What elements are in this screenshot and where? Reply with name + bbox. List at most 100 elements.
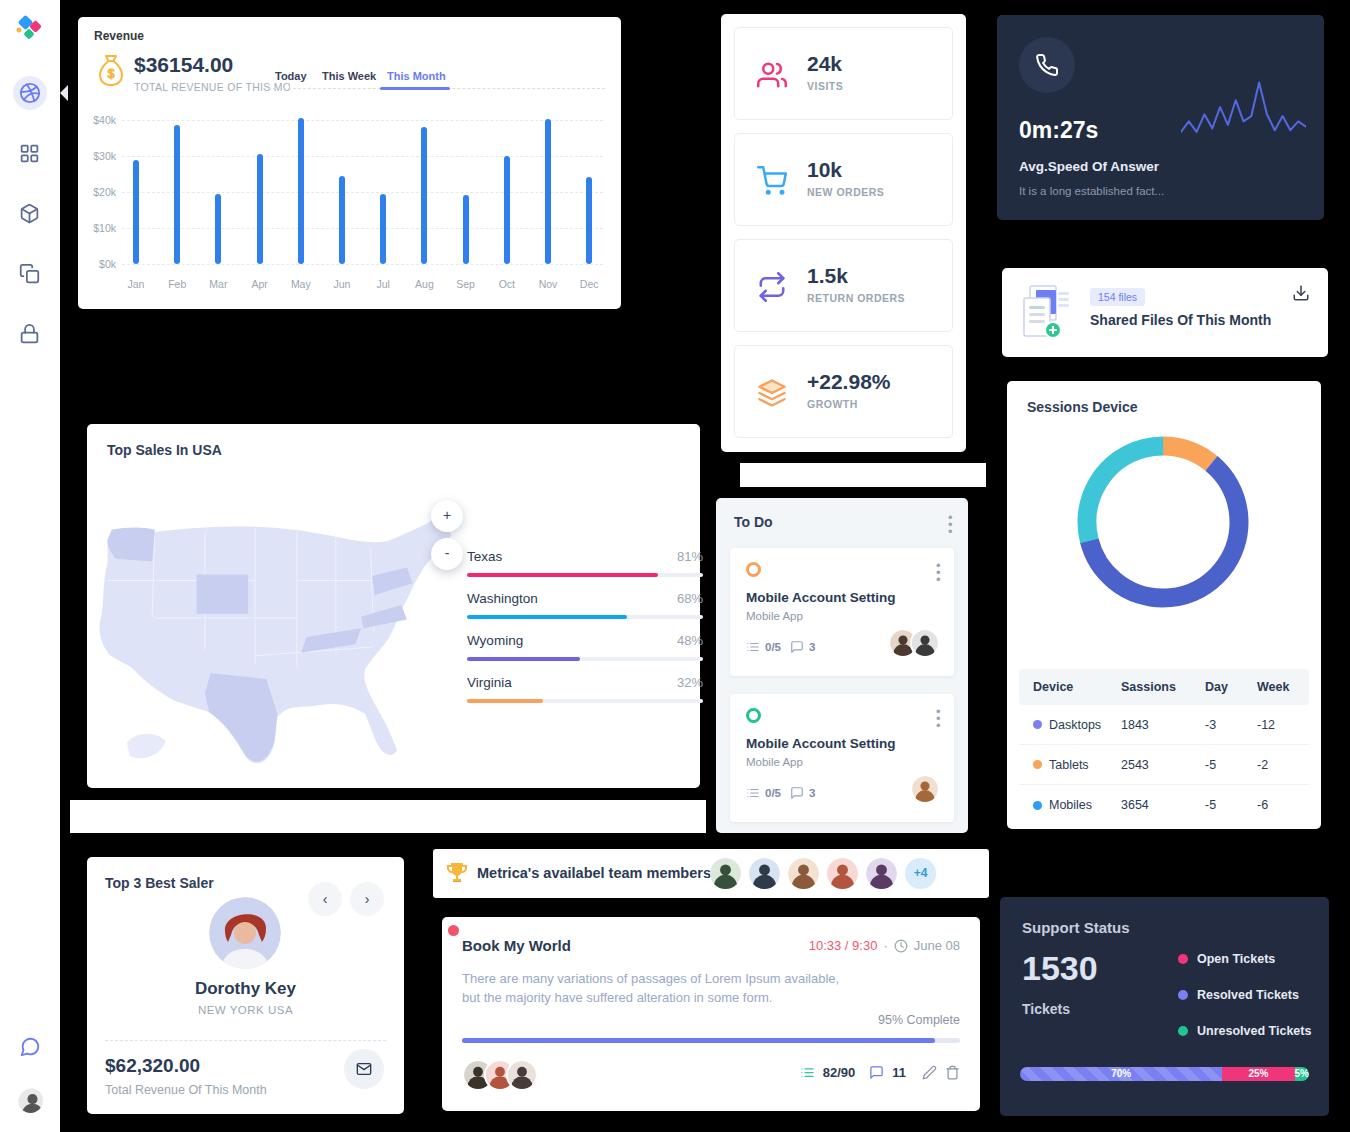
stats-card: 24kVISITS 10kNEW ORDERS 1.5kRETURN ORDERS +… (721, 14, 966, 452)
svg-text:$: $ (108, 67, 115, 81)
task-description: There are many variations of passages of… (462, 969, 839, 1007)
stat-value: 1.5k (807, 264, 848, 288)
checklist-count: 82/90 (823, 1065, 856, 1080)
support-status-card: Support Status 1530 Tickets Open Tickets… (1000, 897, 1329, 1116)
todo-task-card[interactable]: •Mobile Account SettingMobile App0/53 (730, 548, 954, 676)
checklist-icon (800, 1065, 815, 1080)
team-avatar (788, 858, 819, 889)
task-avatars (896, 628, 940, 658)
trash-icon[interactable] (945, 1065, 960, 1080)
state-bar-fill (467, 615, 627, 619)
y-tick-label: $30k (78, 150, 116, 162)
priority-dot (448, 925, 459, 936)
comments-icon (869, 1065, 884, 1080)
state-bar-track (467, 615, 703, 619)
sessions-cell: 2543 (1121, 758, 1205, 772)
revenue-tab-this-month[interactable]: This Month (387, 70, 446, 82)
x-tick-label: Apr (240, 278, 280, 290)
lock-icon[interactable] (19, 323, 40, 344)
sessions-table: DeviceSassionsDayWeekDasktops1843-3-12Ta… (1019, 669, 1309, 825)
avatar (910, 774, 940, 804)
map-zoom-in-button[interactable]: + (431, 500, 463, 532)
chat-icon[interactable] (19, 1036, 41, 1058)
top-sales-card: Top Sales In USA + - Texas81%Washington6… (87, 424, 700, 788)
todo-task-card[interactable]: •Mobile Account SettingMobile App0/53 (730, 694, 954, 822)
prev-arrow-button[interactable]: ‹ (308, 882, 342, 916)
checklist-icon (746, 640, 760, 654)
todo-menu-kebab-icon[interactable]: • (948, 516, 952, 534)
money-bag-icon: $ (94, 53, 128, 91)
task-status-ring (746, 562, 761, 577)
todo-title: To Do (734, 514, 773, 530)
sessions-title: Sessions Device (1027, 399, 1138, 415)
x-tick-label: Nov (528, 278, 568, 290)
task-meta: 0/53 (746, 640, 815, 654)
x-tick-label: Oct (487, 278, 527, 290)
table-row: Tablets2543-5-2 (1019, 745, 1309, 785)
task-time: 10:33 / 9:30 (809, 938, 878, 953)
dot-separator: · (883, 938, 887, 953)
tooltip-arrow (52, 85, 68, 101)
revenue-bar (586, 177, 592, 264)
stat-visits[interactable]: 24kVISITS (734, 27, 953, 120)
task-card-book-my-world: Book My World 10:33 / 9:30 · June 08 The… (442, 917, 980, 1111)
state-pct: 81% (663, 549, 703, 564)
task-title: Book My World (462, 937, 571, 954)
stat-return-orders[interactable]: 1.5kRETURN ORDERS (734, 239, 953, 332)
copy-icon[interactable] (19, 263, 40, 284)
team-avatars: +4 (710, 858, 936, 889)
tickets-progress-bar: 70%25%5% (1020, 1067, 1309, 1081)
box-icon[interactable] (19, 203, 40, 224)
task-kebab-icon[interactable]: • (936, 564, 940, 582)
x-tick-label: Jan (116, 278, 156, 290)
revenue-bar (421, 127, 427, 264)
more-members-badge[interactable]: +4 (905, 858, 936, 889)
saler-revenue: $62,320.00 (105, 1055, 200, 1077)
progress-label: 95% Complete (878, 1013, 960, 1027)
sessions-cell: 1843 (1121, 718, 1205, 732)
map-zoom-out-button[interactable]: - (431, 538, 463, 570)
progress-bar (462, 1038, 960, 1043)
comments-count: 3 (809, 641, 815, 653)
state-bar-track (467, 699, 703, 703)
answer-sparkline (1181, 71, 1306, 151)
mail-button[interactable] (344, 1049, 384, 1089)
dashboard-globe-icon[interactable] (13, 76, 47, 110)
next-arrow-button[interactable]: › (350, 882, 384, 916)
grid-icon[interactable] (19, 143, 40, 164)
gridline (122, 120, 603, 121)
x-tick-label: Aug (404, 278, 444, 290)
x-tick-label: Feb (157, 278, 197, 290)
files-count-badge: 154 files (1090, 288, 1145, 306)
x-tick-label: Jul (363, 278, 403, 290)
progress-segment: 70% (1020, 1067, 1222, 1081)
stat-new-orders[interactable]: 10kNEW ORDERS (734, 133, 953, 226)
checklist-count: 0/5 (765, 787, 781, 799)
stat-growth[interactable]: +22.98%GROWTH (734, 345, 953, 438)
state-pct: 32% (663, 675, 703, 690)
device-cell: Mobiles (1019, 798, 1121, 812)
legend-label: Unresolved Tickets (1197, 1024, 1311, 1038)
sidebar-user-avatar[interactable] (16, 1086, 45, 1115)
revenue-bar (380, 194, 386, 264)
avg-speed-card: 0m:27s Avg.Speed Of Answer It is a long … (997, 15, 1324, 220)
shared-files-card: 154 files Shared Files Of This Month (1002, 268, 1328, 357)
task-kebab-icon[interactable]: • (936, 710, 940, 728)
stat-label: VISITS (807, 80, 843, 92)
app-logo[interactable] (14, 14, 46, 46)
comments-count: 3 (809, 787, 815, 799)
edit-icon[interactable] (922, 1065, 937, 1080)
task-date: June 08 (914, 938, 960, 953)
revenue-tab-this-week[interactable]: This Week (322, 70, 376, 82)
download-icon[interactable] (1292, 284, 1310, 302)
revenue-bar (133, 160, 139, 264)
best-saler-card: Top 3 Best Saler ‹ › Dorothy Key NEW YOR… (87, 857, 404, 1114)
revenue-amount: $36154.00 (134, 53, 233, 77)
revenue-tab-today[interactable]: Today (275, 70, 307, 82)
avg-speed-value: 0m:27s (1019, 117, 1098, 144)
state-pct: 68% (663, 591, 703, 606)
task-title: Mobile Account Setting (746, 590, 896, 605)
state-bar-fill (467, 573, 658, 577)
state-bar-track (467, 573, 703, 577)
task-actions: 82/90 11 (800, 1065, 960, 1080)
